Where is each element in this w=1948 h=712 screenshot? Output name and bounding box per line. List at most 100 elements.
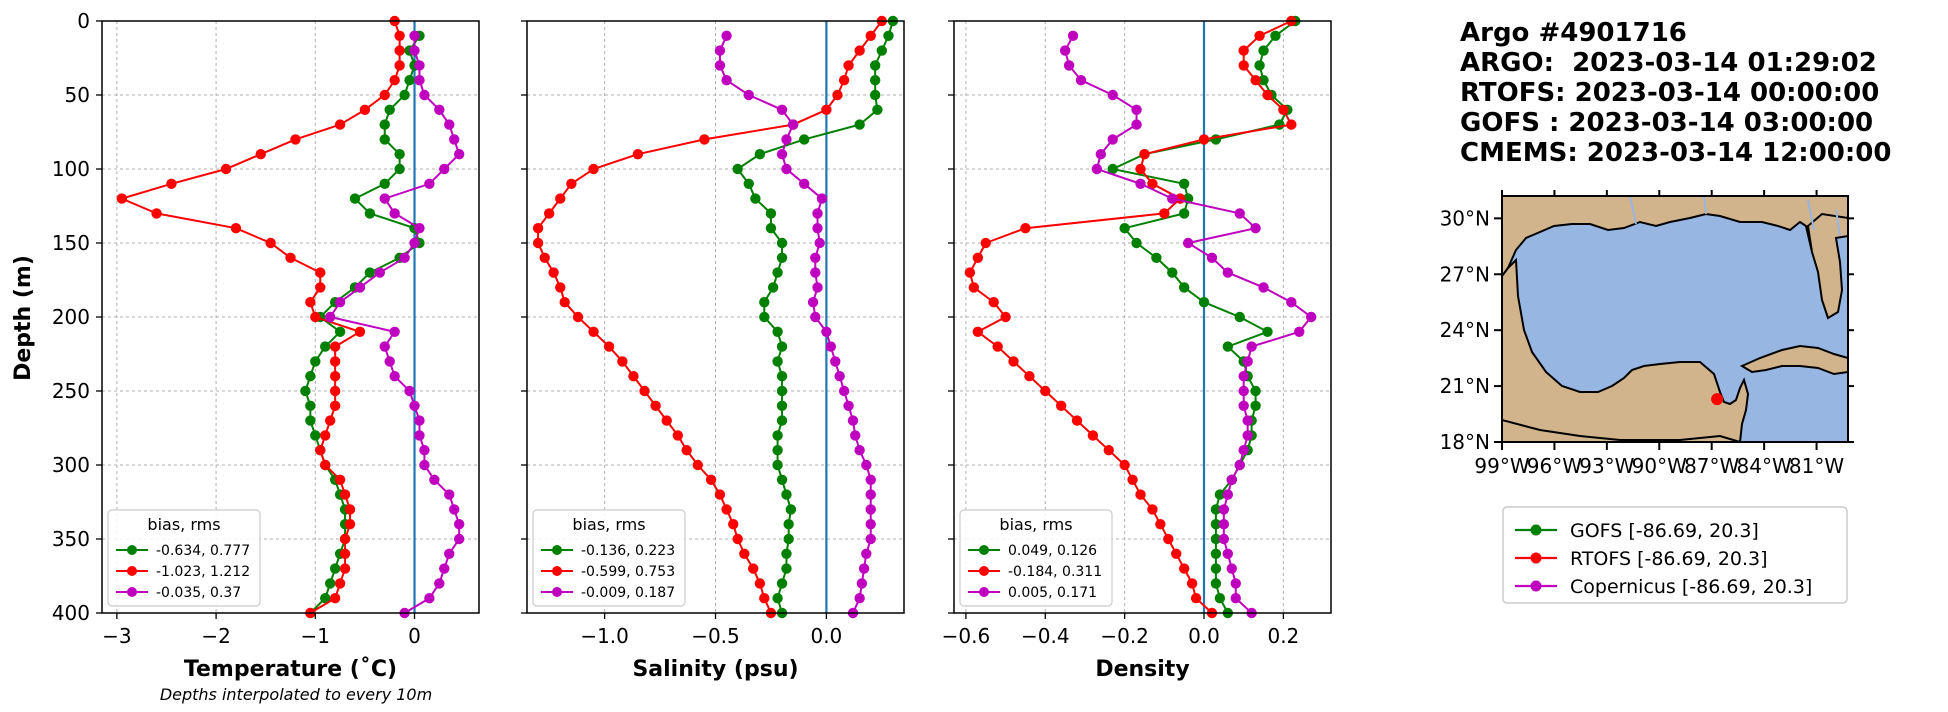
data-point — [419, 89, 430, 101]
data-point — [825, 341, 837, 352]
map-legend-marker — [1530, 580, 1542, 592]
legend-marker — [127, 566, 137, 576]
data-point — [865, 30, 876, 41]
x-tick-label: −0.2 — [1100, 624, 1149, 648]
data-point — [1206, 252, 1218, 263]
argo-time: ARGO: 2023-03-14 01:29:02 — [1460, 48, 1877, 78]
data-point — [1135, 178, 1146, 189]
data-point — [1218, 533, 1230, 545]
data-point — [821, 326, 832, 337]
data-point — [334, 578, 346, 589]
map-lon-label: 99°W — [1474, 454, 1529, 478]
data-point — [869, 60, 881, 71]
data-point — [414, 60, 425, 71]
map-lon-label: 84°W — [1737, 454, 1792, 478]
interpolation-note: Depths interpolated to every 10m — [160, 685, 432, 704]
data-point — [988, 297, 999, 308]
data-point — [832, 89, 843, 101]
data-point — [968, 282, 980, 293]
data-point — [1107, 134, 1118, 145]
data-point — [759, 311, 770, 323]
data-point — [1210, 504, 1222, 515]
data-point — [1270, 30, 1281, 41]
data-point — [847, 415, 859, 426]
data-point — [1214, 593, 1226, 604]
data-point — [1171, 548, 1182, 559]
map-frame — [1501, 195, 1849, 443]
map-legend: GOFS [-86.69, 20.3] RTOFS [-86.69, 20.3] C… — [1502, 506, 1848, 604]
legend-entry: -0.599, 0.753 — [581, 564, 675, 580]
x-tick-label: −0.4 — [1021, 624, 1070, 648]
data-point — [865, 533, 876, 545]
data-point — [424, 178, 435, 189]
data-point — [869, 89, 881, 101]
data-point — [1159, 208, 1170, 219]
data-point — [692, 459, 703, 471]
data-point — [1254, 30, 1265, 41]
data-point — [783, 533, 794, 545]
data-point — [1286, 119, 1297, 130]
data-point — [1091, 163, 1103, 175]
data-point — [964, 267, 976, 278]
map-lon-label: 87°W — [1684, 454, 1739, 478]
data-point — [339, 489, 351, 500]
data-point — [344, 519, 356, 530]
data-point — [765, 223, 777, 234]
series-line — [718, 35, 872, 614]
data-point — [785, 504, 797, 515]
data-point — [854, 593, 865, 604]
map-legend-entry: Copernicus [-86.69, 20.3] — [1570, 576, 1812, 598]
data-point — [632, 149, 644, 160]
data-point — [1238, 45, 1249, 56]
data-point — [1242, 356, 1253, 367]
data-point — [1131, 119, 1142, 130]
x-tick-label: −0.6 — [942, 624, 991, 648]
data-point — [1067, 30, 1079, 41]
data-point — [424, 593, 435, 604]
data-point — [334, 474, 346, 485]
data-point — [772, 326, 783, 337]
data-point — [429, 474, 440, 485]
data-point — [404, 75, 415, 86]
data-point — [305, 371, 316, 382]
data-point — [305, 400, 316, 411]
data-point — [1139, 149, 1150, 160]
x-tick-label: −3 — [102, 624, 131, 648]
data-point — [339, 563, 351, 574]
x-tick-label: 0.0 — [1188, 624, 1220, 648]
data-point — [320, 430, 331, 441]
data-point — [1178, 282, 1190, 293]
data-point — [714, 60, 726, 71]
data-point — [748, 563, 759, 574]
data-point — [1242, 415, 1253, 426]
data-point — [972, 252, 984, 263]
data-point — [854, 45, 865, 56]
gulf-of-mexico-map: 30°N 27°N 24°N 21°N 18°N99°W96°W93°W90°W87°W… — [1440, 190, 1854, 478]
data-point — [1119, 223, 1130, 234]
data-point — [285, 252, 296, 263]
map-lon-label: 96°W — [1527, 454, 1582, 478]
data-point — [1254, 60, 1265, 71]
map-land-mexico — [1502, 257, 1750, 442]
legend-marker — [127, 545, 137, 555]
x-tick-label: 0.0 — [810, 624, 842, 648]
data-point — [865, 474, 876, 485]
data-point — [865, 519, 876, 530]
legend-entry: -0.136, 0.223 — [581, 543, 675, 559]
x-axis-label: Temperature (˚C) — [184, 657, 397, 682]
data-point — [776, 149, 788, 160]
data-point — [838, 75, 850, 86]
data-point — [329, 371, 341, 382]
data-point — [834, 371, 845, 382]
data-point — [1135, 163, 1146, 175]
data-point — [776, 237, 788, 249]
data-point — [1222, 341, 1234, 352]
data-point — [559, 297, 570, 308]
map-rivers — [1629, 196, 1841, 237]
data-point — [776, 578, 788, 589]
data-point — [781, 548, 792, 559]
density-panel: −0.6 −0.4 −0.2 0.0 0.2 Density bias, rms 0.049,… — [942, 15, 1332, 682]
data-point — [781, 134, 792, 145]
map-lat-label: 27°N — [1440, 262, 1490, 286]
data-point — [1230, 578, 1241, 589]
